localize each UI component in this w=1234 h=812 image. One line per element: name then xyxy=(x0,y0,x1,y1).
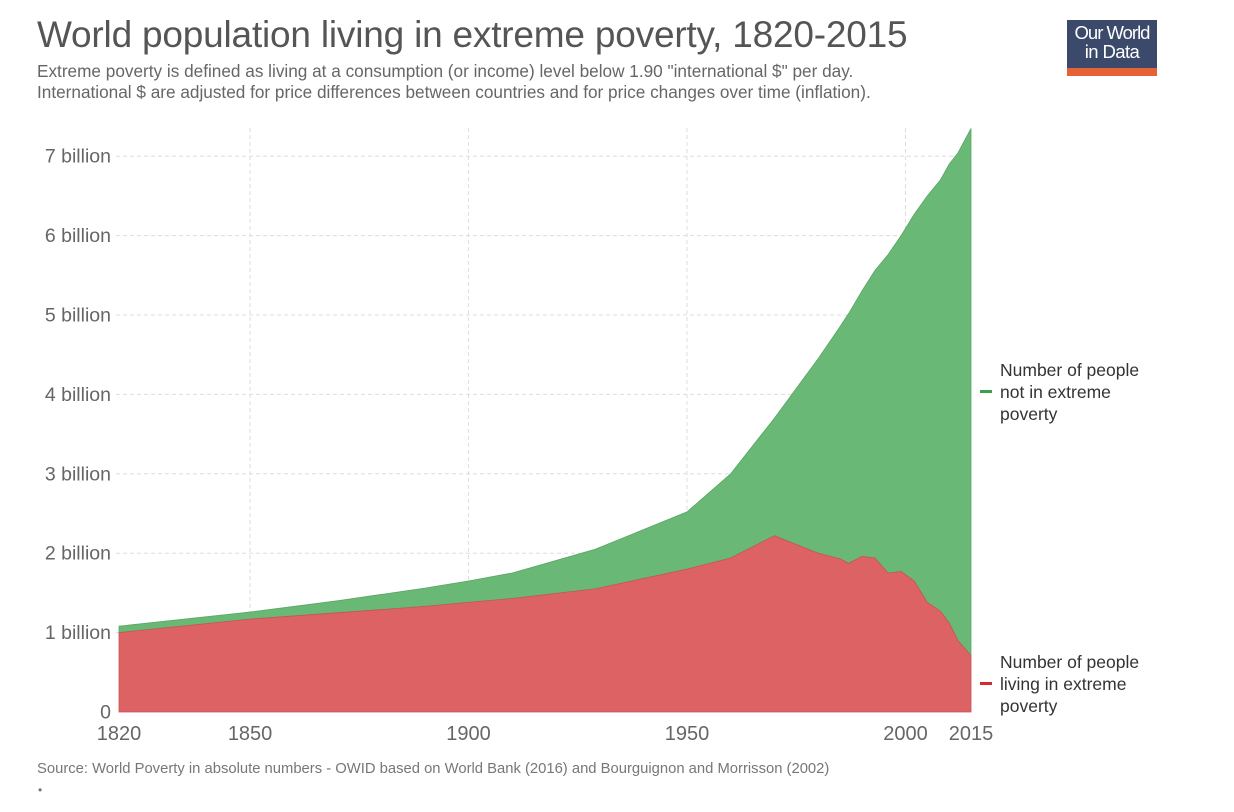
footer-bullet: • xyxy=(38,783,43,797)
subtitle-line-2: International $ are adjusted for price d… xyxy=(37,82,871,102)
logo-accent-bar xyxy=(1067,68,1157,76)
legend-label-line: Number of people xyxy=(1000,652,1140,672)
legend-item-not-poor[interactable]: Number of people not in extreme poverty xyxy=(980,359,1140,425)
logo-line-2: in Data xyxy=(1084,41,1140,62)
chart-title: World population living in extreme pover… xyxy=(37,14,908,55)
y-tick-label: 1 billion xyxy=(45,622,111,644)
area-living-in-extreme-poverty xyxy=(118,535,972,713)
y-tick-label: 4 billion xyxy=(45,384,111,406)
x-tick-label: 1850 xyxy=(228,723,273,745)
owid-logo[interactable]: Our World in Data xyxy=(1067,20,1157,76)
legend-label-line: poverty xyxy=(1000,696,1058,716)
y-tick-label: 3 billion xyxy=(45,463,111,485)
x-tick-label: 1820 xyxy=(97,723,142,745)
y-tick-label: 2 billion xyxy=(45,543,111,565)
x-axis: 1820 1850 1900 1950 2000 2015 xyxy=(97,723,994,745)
legend-label-line: poverty xyxy=(1000,404,1058,424)
legend-label-line: Number of people xyxy=(1000,360,1140,380)
legend-item-poor[interactable]: Number of people living in extreme pover… xyxy=(980,651,1140,717)
subtitle-line-1: Extreme poverty is defined as living at … xyxy=(37,61,854,81)
y-tick-label: 0 xyxy=(100,702,111,724)
x-tick-label: 2015 xyxy=(949,723,994,745)
y-axis: 0 1 billion 2 billion 3 billion 4 billion 5 b… xyxy=(45,146,111,724)
legend-swatch-not-poor xyxy=(980,390,992,393)
x-tick-label: 2000 xyxy=(883,723,928,745)
legend-label-line: living in extreme xyxy=(1000,674,1127,694)
y-tick-label: 7 billion xyxy=(45,146,111,168)
legend-swatch-poor xyxy=(980,682,992,685)
legend-label-line: not in extreme xyxy=(1000,382,1111,402)
source-note: Source: World Poverty in absolute number… xyxy=(37,761,830,777)
areas xyxy=(118,128,972,713)
x-tick-label: 1900 xyxy=(446,723,491,745)
y-tick-label: 6 billion xyxy=(45,225,111,247)
x-tick-label: 1950 xyxy=(665,723,710,745)
y-tick-label: 5 billion xyxy=(45,305,111,327)
logo-line-1: Our World xyxy=(1074,22,1151,43)
chart-subtitle: Extreme poverty is defined as living at … xyxy=(37,61,871,103)
